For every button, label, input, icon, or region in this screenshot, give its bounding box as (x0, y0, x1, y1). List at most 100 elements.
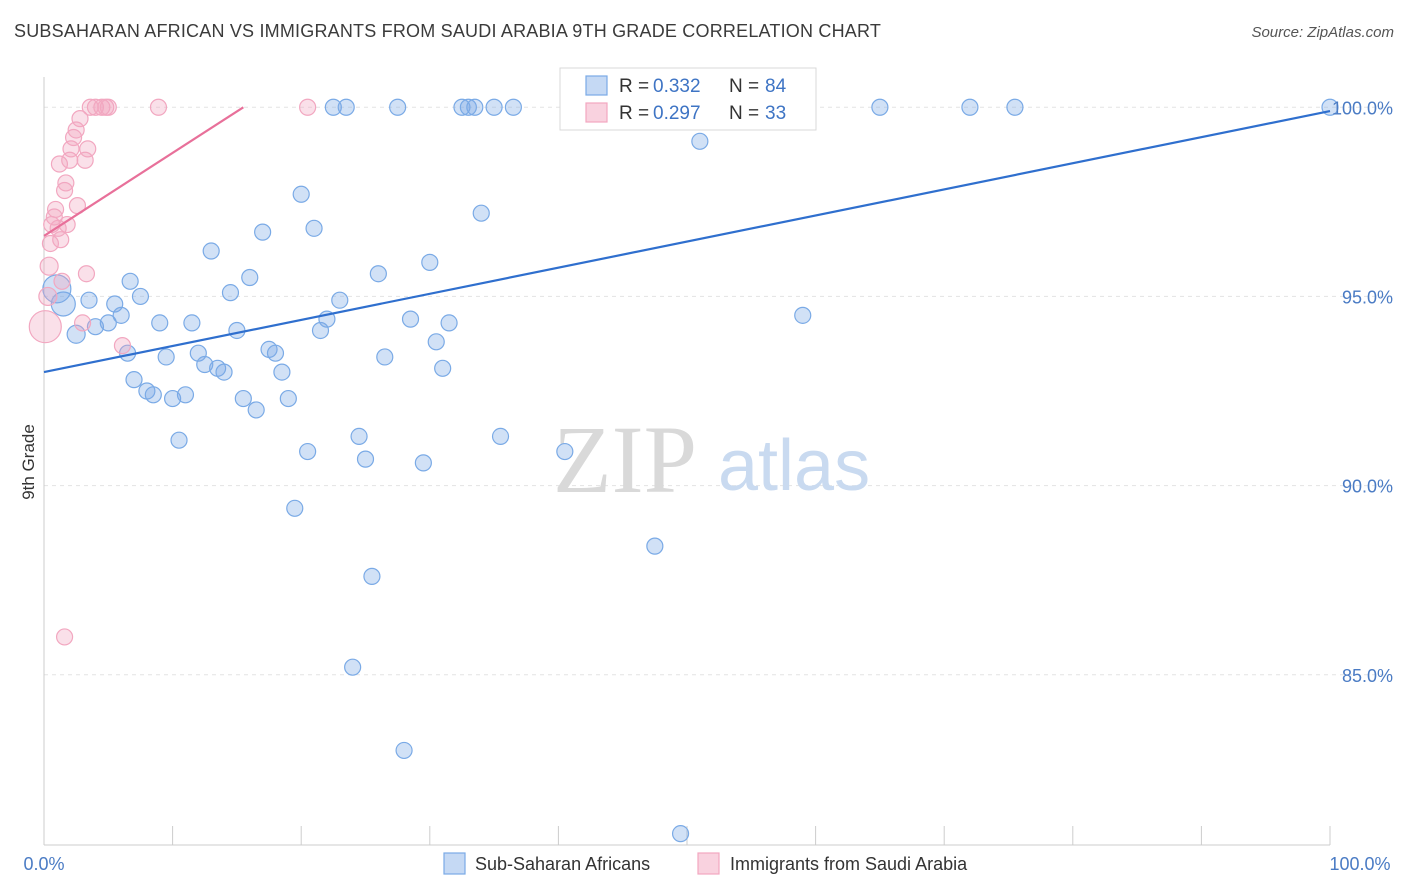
point-sub-saharan (427, 333, 445, 351)
point-sub-saharan (176, 386, 195, 404)
trend-line-sub-saharan (43, 109, 1331, 374)
point-sub-saharan (485, 98, 503, 116)
point-sub-saharan (66, 324, 86, 344)
point-saudi-arabia (149, 98, 168, 116)
point-sub-saharan (414, 454, 432, 472)
source-label: Source: ZipAtlas.com (1251, 24, 1394, 41)
point-sub-saharan (871, 98, 889, 116)
watermark-atlas: atlas (718, 426, 870, 506)
x-tick-label-max: 100.0% (1329, 854, 1390, 874)
point-sub-saharan (241, 268, 259, 287)
x-tick-label-min: 0.0% (23, 854, 64, 874)
legend-box: R = 0.332 N = 84 R = 0.297 N = 33 (559, 67, 817, 131)
point-sub-saharan (86, 318, 105, 336)
point-sub-saharan (504, 98, 522, 116)
chart-title: SUBSAHARAN AFRICAN VS IMMIGRANTS FROM SA… (14, 21, 882, 41)
y-tick-label: 95.0% (1342, 287, 1393, 307)
trend-line-saudi-arabia (43, 106, 244, 237)
point-saudi-arabia (99, 98, 117, 116)
y-tick-label: 90.0% (1342, 477, 1393, 497)
point-saudi-arabia (71, 110, 89, 128)
point-sub-saharan (196, 355, 214, 374)
point-saudi-arabia (58, 215, 76, 234)
point-sub-saharan (421, 253, 439, 271)
point-sub-saharan (401, 310, 420, 328)
point-sub-saharan (671, 825, 690, 843)
point-sub-saharan (266, 344, 285, 362)
point-sub-saharan (331, 291, 349, 309)
point-saudi-arabia (55, 628, 74, 646)
point-sub-saharan (121, 272, 139, 290)
point-saudi-arabia (41, 234, 60, 253)
point-sub-saharan (369, 265, 387, 283)
bottom-legend: Sub-Saharan Africans Immigrants from Sau… (443, 852, 968, 875)
point-saudi-arabia (79, 140, 97, 158)
point-sub-saharan (961, 98, 979, 116)
bottom-legend-swatch-pink (697, 852, 720, 875)
point-sub-saharan (228, 321, 246, 340)
point-sub-saharan (389, 98, 407, 116)
point-sub-saharan (440, 314, 458, 332)
point-sub-saharan (144, 386, 162, 404)
legend-r-value-pink: 0.297 (653, 103, 701, 124)
point-sub-saharan (466, 98, 484, 116)
point-saudi-arabia (38, 286, 58, 307)
bottom-legend-swatch-blue (443, 852, 466, 875)
y-axis-title: 9th Grade (19, 424, 38, 500)
point-saudi-arabia (113, 337, 132, 355)
point-sub-saharan (434, 359, 452, 377)
point-sub-saharan (363, 567, 381, 585)
point-sub-saharan (183, 314, 201, 332)
trend-lines (43, 106, 1331, 374)
point-sub-saharan (395, 741, 413, 760)
point-sub-saharan (356, 450, 375, 468)
point-sub-saharan (112, 306, 130, 324)
point-sub-saharan (99, 314, 117, 332)
point-saudi-arabia (73, 314, 92, 332)
point-sub-saharan (221, 284, 240, 302)
point-saudi-arabia (53, 272, 71, 290)
point-sub-saharan (646, 537, 664, 555)
point-saudi-arabia (50, 155, 69, 173)
point-sub-saharan (80, 291, 98, 309)
point-sub-saharan (472, 204, 490, 222)
legend-r-value-blue: 0.332 (653, 76, 701, 97)
legend-n-value-pink: 33 (765, 103, 786, 124)
series-immigrants-from-saudi-arabia (28, 98, 317, 646)
point-saudi-arabia (67, 121, 85, 139)
point-saudi-arabia (93, 98, 111, 116)
point-sub-saharan (459, 98, 477, 116)
point-sub-saharan (279, 389, 297, 408)
point-saudi-arabia (28, 310, 62, 344)
point-sub-saharan (556, 442, 574, 461)
point-sub-saharan (164, 389, 182, 408)
legend-n-label-blue: N = (729, 76, 759, 97)
point-sub-saharan (1006, 98, 1024, 116)
point-saudi-arabia (77, 265, 96, 283)
point-sub-saharan (254, 223, 272, 241)
point-sub-saharan (273, 363, 291, 381)
point-sub-saharan (125, 371, 143, 389)
point-sub-saharan (202, 242, 220, 260)
point-sub-saharan (324, 98, 342, 116)
point-sub-saharan (337, 98, 355, 116)
point-saudi-arabia (46, 200, 65, 219)
y-tick-label: 85.0% (1342, 666, 1393, 686)
point-sub-saharan (170, 431, 188, 449)
point-sub-saharan (131, 287, 150, 306)
bottom-legend-label-blue: Sub-Saharan Africans (475, 854, 650, 874)
legend-swatch-pink (585, 102, 608, 123)
point-sub-saharan (151, 314, 169, 332)
point-saudi-arabia (57, 174, 75, 192)
x-axis-ticks (43, 826, 1331, 845)
point-sub-saharan (344, 658, 362, 676)
point-sub-saharan (299, 442, 317, 461)
legend-n-label-pink: N = (729, 103, 759, 124)
y-tick-label: 100.0% (1332, 98, 1393, 118)
point-sub-saharan (305, 219, 323, 237)
legend-swatch-blue (585, 75, 608, 96)
y-tick-labels: 85.0% 90.0% 95.0% 100.0% (1332, 98, 1393, 685)
legend-r-label-pink: R = (619, 103, 649, 124)
point-sub-saharan (350, 427, 368, 446)
